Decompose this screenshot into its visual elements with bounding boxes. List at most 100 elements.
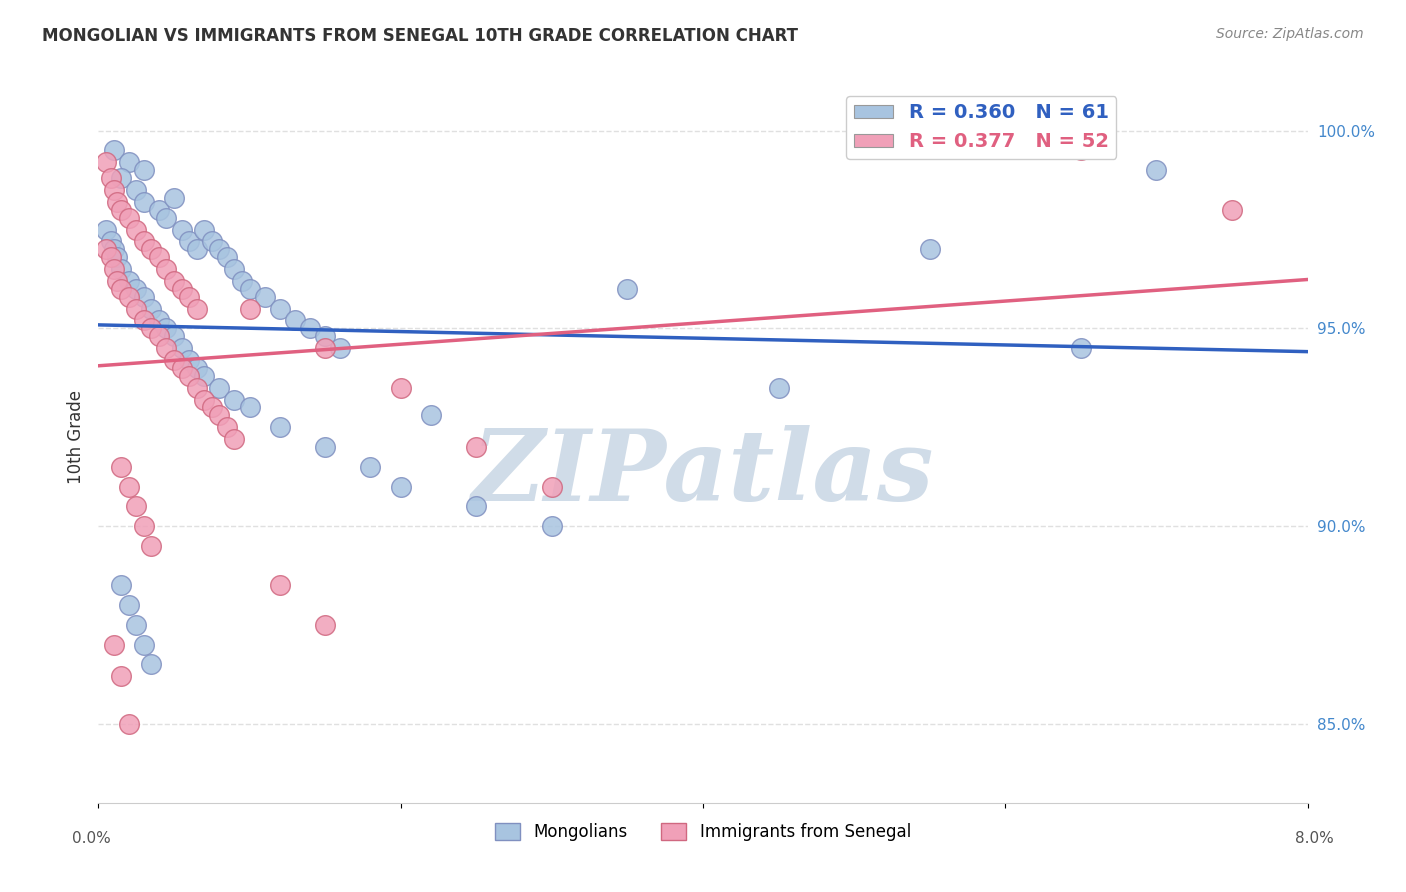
Immigrants from Senegal [103, 638, 125, 652]
Mongolians [94, 222, 117, 236]
Mongolians [132, 638, 155, 652]
Y-axis label: 10th Grade: 10th Grade [66, 390, 84, 484]
Mongolians [540, 519, 562, 533]
Immigrants from Senegal [125, 222, 148, 236]
Mongolians [360, 459, 382, 474]
Immigrants from Senegal [193, 392, 215, 407]
Text: 8.0%: 8.0% [1295, 831, 1334, 846]
Immigrants from Senegal [105, 194, 128, 209]
Mongolians [170, 341, 193, 355]
Immigrants from Senegal [1220, 202, 1243, 217]
Immigrants from Senegal [389, 381, 412, 395]
Immigrants from Senegal [132, 313, 155, 327]
Mongolians [132, 290, 155, 304]
Mongolians [186, 242, 208, 256]
Mongolians [132, 194, 155, 209]
Immigrants from Senegal [103, 183, 125, 197]
Text: ZIPatlas: ZIPatlas [472, 425, 934, 522]
Immigrants from Senegal [269, 578, 291, 592]
Immigrants from Senegal [94, 155, 117, 169]
Mongolians [118, 598, 141, 612]
Immigrants from Senegal [314, 341, 336, 355]
Immigrants from Senegal [125, 301, 148, 316]
Mongolians [269, 420, 291, 434]
Immigrants from Senegal [186, 301, 208, 316]
Mongolians [269, 301, 291, 316]
Mongolians [193, 222, 215, 236]
Legend: Mongolians, Immigrants from Senegal: Mongolians, Immigrants from Senegal [488, 816, 918, 848]
Mongolians [118, 155, 141, 169]
Mongolians [148, 313, 170, 327]
Immigrants from Senegal [314, 618, 336, 632]
Immigrants from Senegal [224, 432, 246, 446]
Immigrants from Senegal [118, 211, 141, 225]
Mongolians [155, 321, 177, 335]
Immigrants from Senegal [110, 202, 132, 217]
Immigrants from Senegal [100, 250, 122, 264]
Immigrants from Senegal [179, 368, 201, 383]
Immigrants from Senegal [540, 479, 562, 493]
Mongolians [141, 301, 163, 316]
Mongolians [239, 282, 262, 296]
Mongolians [201, 235, 224, 249]
Mongolians [125, 618, 148, 632]
Mongolians [179, 235, 201, 249]
Immigrants from Senegal [208, 409, 231, 423]
Immigrants from Senegal [215, 420, 238, 434]
Mongolians [186, 360, 208, 375]
Mongolians [163, 329, 186, 343]
Mongolians [1146, 163, 1168, 178]
Mongolians [208, 381, 231, 395]
Mongolians [1070, 341, 1092, 355]
Mongolians [170, 222, 193, 236]
Mongolians [125, 282, 148, 296]
Immigrants from Senegal [103, 262, 125, 277]
Mongolians [239, 401, 262, 415]
Immigrants from Senegal [239, 301, 262, 316]
Immigrants from Senegal [163, 274, 186, 288]
Mongolians [314, 440, 336, 454]
Mongolians [110, 171, 132, 186]
Immigrants from Senegal [118, 290, 141, 304]
Mongolians [231, 274, 253, 288]
Mongolians [125, 183, 148, 197]
Mongolians [110, 578, 132, 592]
Immigrants from Senegal [110, 459, 132, 474]
Mongolians [193, 368, 215, 383]
Mongolians [215, 250, 238, 264]
Mongolians [110, 262, 132, 277]
Mongolians [329, 341, 352, 355]
Mongolians [284, 313, 307, 327]
Mongolians [118, 274, 141, 288]
Immigrants from Senegal [125, 500, 148, 514]
Immigrants from Senegal [94, 242, 117, 256]
Mongolians [208, 242, 231, 256]
Immigrants from Senegal [186, 381, 208, 395]
Immigrants from Senegal [132, 519, 155, 533]
Immigrants from Senegal [201, 401, 224, 415]
Mongolians [132, 163, 155, 178]
Mongolians [163, 191, 186, 205]
Mongolians [389, 479, 412, 493]
Immigrants from Senegal [100, 171, 122, 186]
Immigrants from Senegal [170, 282, 193, 296]
Mongolians [148, 202, 170, 217]
Mongolians [616, 282, 638, 296]
Text: 0.0%: 0.0% [72, 831, 111, 846]
Immigrants from Senegal [105, 274, 128, 288]
Mongolians [103, 144, 125, 158]
Immigrants from Senegal [155, 341, 177, 355]
Mongolians [100, 235, 122, 249]
Immigrants from Senegal [118, 716, 141, 731]
Immigrants from Senegal [148, 329, 170, 343]
Immigrants from Senegal [170, 360, 193, 375]
Immigrants from Senegal [1070, 144, 1092, 158]
Text: Source: ZipAtlas.com: Source: ZipAtlas.com [1216, 27, 1364, 41]
Legend: R = 0.360   N = 61, R = 0.377   N = 52: R = 0.360 N = 61, R = 0.377 N = 52 [846, 95, 1116, 159]
Immigrants from Senegal [110, 282, 132, 296]
Immigrants from Senegal [118, 479, 141, 493]
Mongolians [179, 353, 201, 368]
Mongolians [465, 500, 488, 514]
Immigrants from Senegal [148, 250, 170, 264]
Mongolians [224, 262, 246, 277]
